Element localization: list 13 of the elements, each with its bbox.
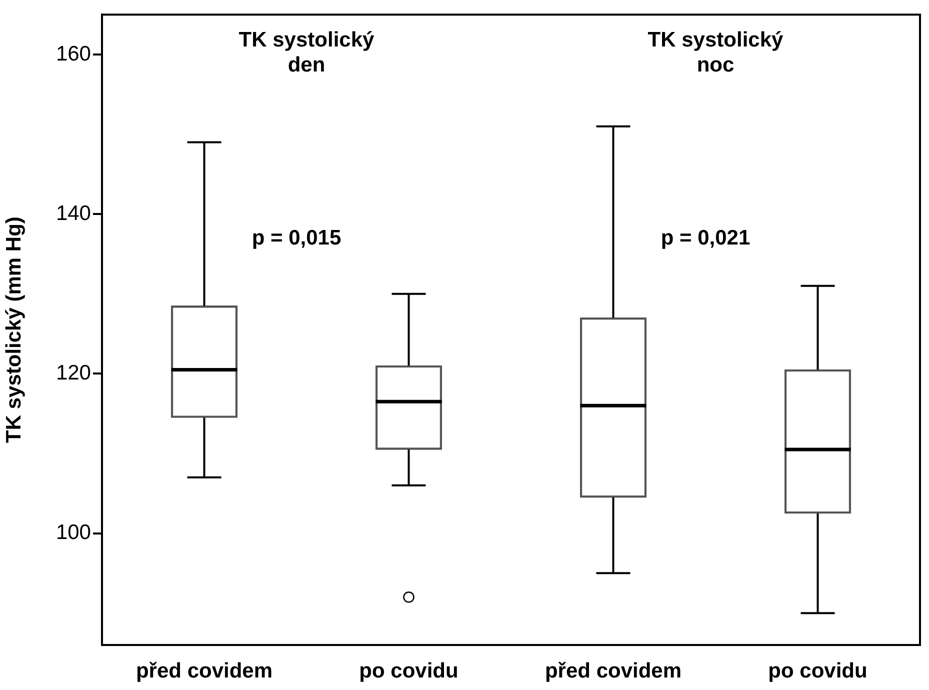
x-tick-label: po covidu [359,659,458,682]
annotation: TK systolický den [238,28,375,77]
y-tick-label: 160 [56,42,91,66]
x-tick-label: po covidu [768,659,868,682]
y-tick-label: 140 [56,202,91,225]
y-tick-label: 100 [56,521,91,544]
annotation: p = 0,015 [252,226,342,250]
x-tick-label: před covidem [544,659,682,682]
y-axis-title: TK systolický (mm Hg) [2,216,26,443]
y-tick-label: 120 [56,361,91,384]
x-tick-label: před covidem [136,659,273,682]
annotation: TK systolický noc [648,28,784,77]
annotation: p = 0,021 [660,226,750,250]
